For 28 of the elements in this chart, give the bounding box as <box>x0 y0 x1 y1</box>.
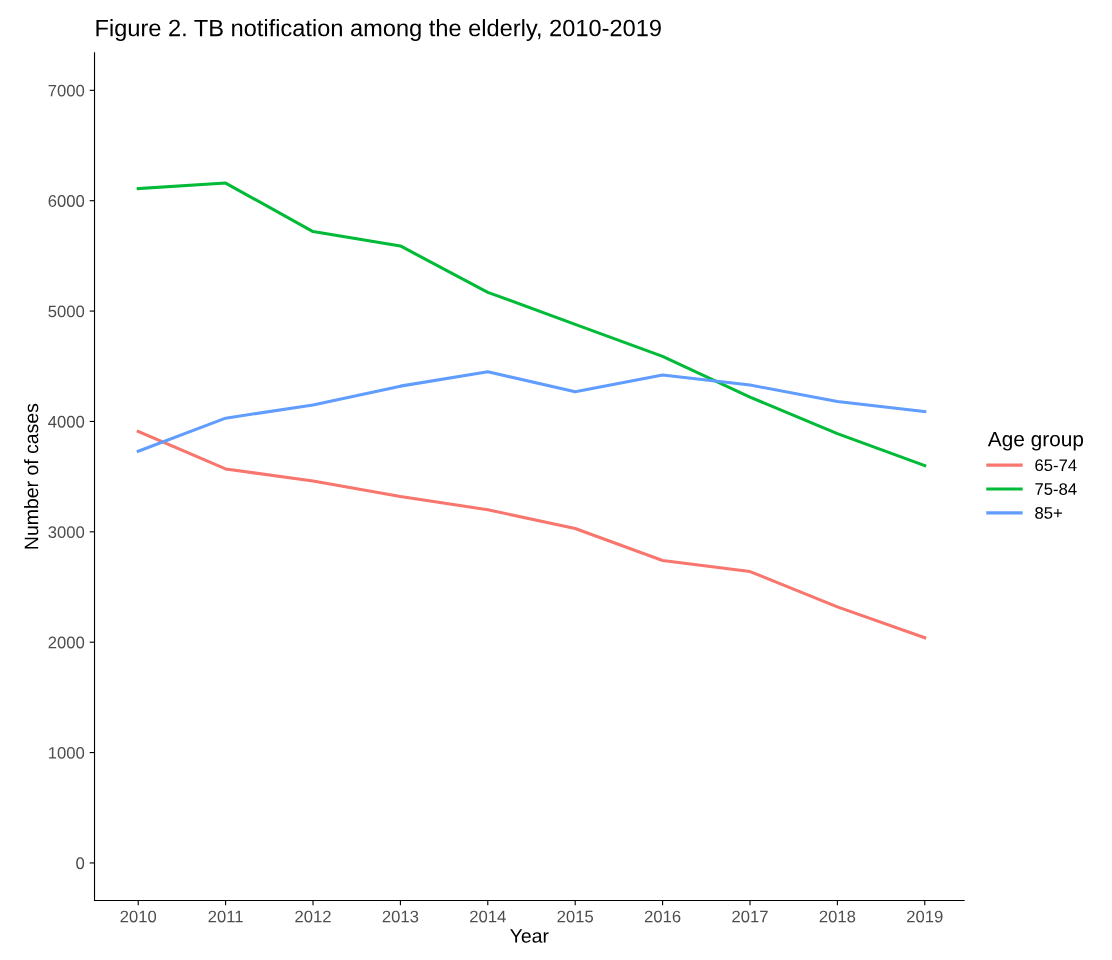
x-tick-label: 2010 <box>120 910 157 923</box>
x-tick-label: 2013 <box>382 910 419 923</box>
legend-title: Age group <box>987 431 1084 451</box>
y-axis-title: Number of cases <box>24 403 39 549</box>
x-tick-label: 2017 <box>732 910 768 923</box>
x-tick-label: 2018 <box>819 910 856 923</box>
legend-label: 75-84 <box>1035 483 1077 495</box>
line-series <box>136 370 927 453</box>
y-tick-label: 7000 <box>48 84 85 97</box>
legend-label: 65-74 <box>1035 459 1077 472</box>
y-tick-label: 4000 <box>48 415 85 428</box>
y-tick-label: 3000 <box>48 526 85 539</box>
x-tick-label: 2014 <box>470 910 506 923</box>
y-tick-label: 6000 <box>48 195 85 207</box>
legend-label: 85+ <box>1035 507 1062 519</box>
x-tick-label: 2019 <box>907 910 943 923</box>
y-tick-label: 0 <box>76 857 85 870</box>
chart-title: Figure 2. TB notification among the elderly, 2010-2019 <box>96 19 661 42</box>
x-tick-label: 2015 <box>557 910 594 923</box>
line-series <box>136 429 927 640</box>
line-series <box>136 181 927 468</box>
x-tick-label: 2012 <box>295 910 331 923</box>
x-tick-label: 2011 <box>208 910 243 923</box>
y-tick-label: 5000 <box>48 305 85 318</box>
y-tick-label: 1000 <box>49 746 85 759</box>
x-axis-title: Year <box>510 929 549 943</box>
x-tick-label: 2016 <box>644 910 681 923</box>
y-tick-label: 2000 <box>48 636 85 649</box>
